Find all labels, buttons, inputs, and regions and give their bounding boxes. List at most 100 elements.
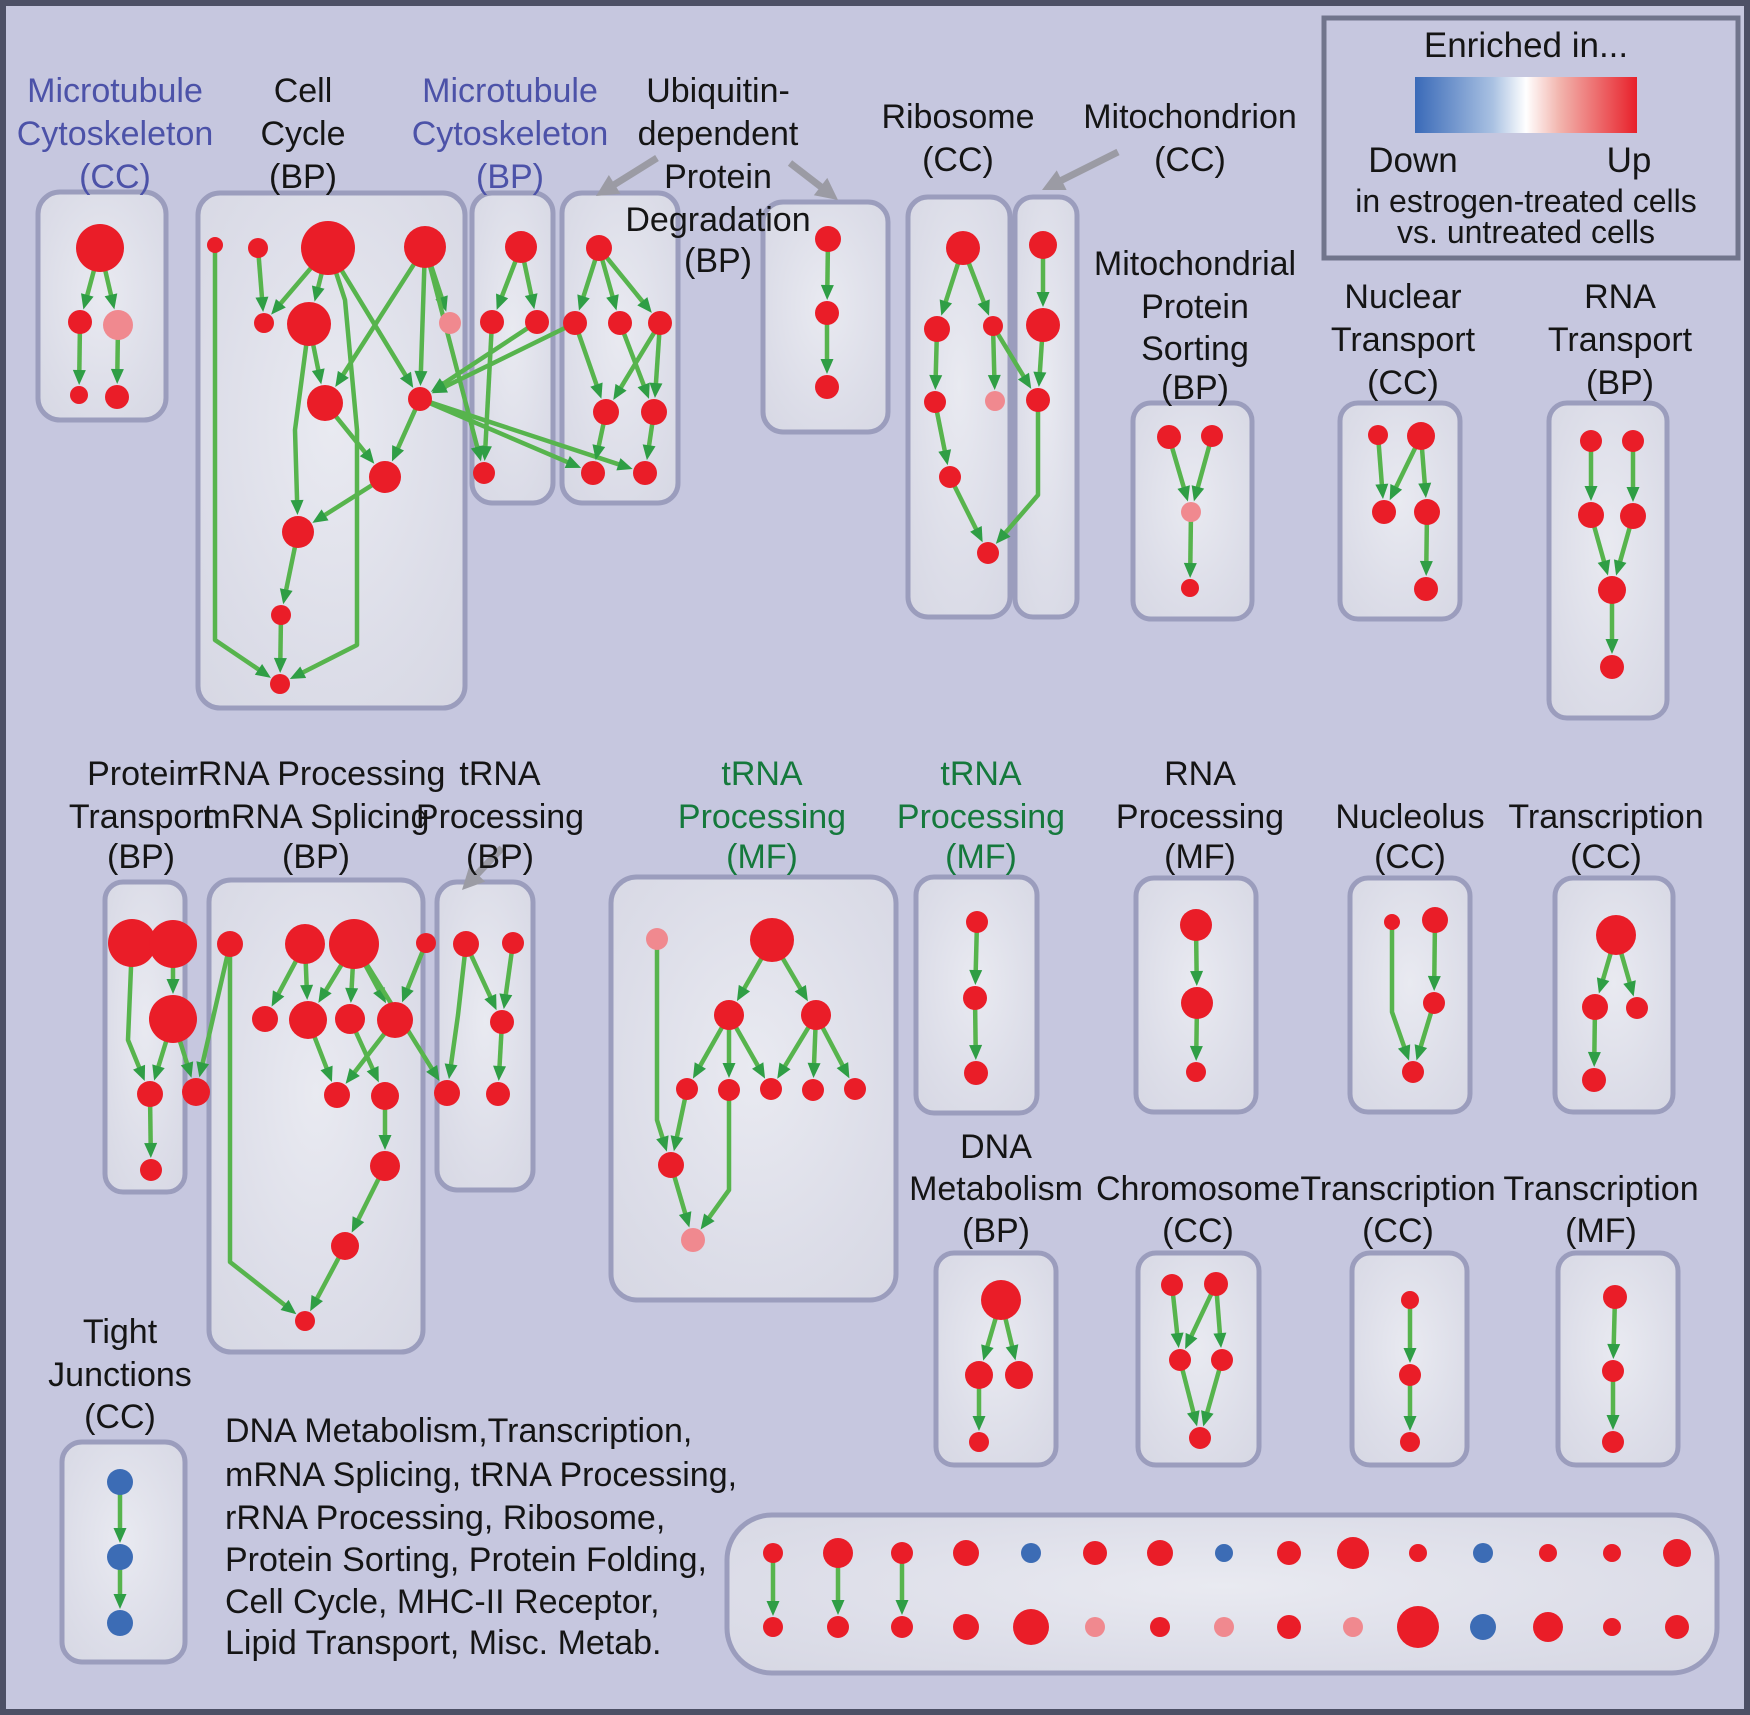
- edge: [1194, 445, 1212, 491]
- edge: [429, 400, 622, 468]
- go-term-node: [107, 1469, 133, 1495]
- edge: [1003, 1317, 1015, 1350]
- edge-arrowhead: [637, 382, 650, 399]
- group-box-tcc: [1552, 875, 1676, 1115]
- go-term-node: [1409, 1544, 1427, 1562]
- edge-arrowhead: [273, 657, 287, 674]
- edge: [984, 1317, 998, 1350]
- edge: [820, 1026, 846, 1069]
- bottom-summary-line: DNA Metabolism,Transcription,: [225, 1412, 692, 1450]
- edge-arrowhead: [977, 299, 990, 316]
- edge-arrowhead: [1186, 1410, 1200, 1427]
- group-label-rp: RNA: [1164, 755, 1236, 793]
- legend-gradient-bar: [1415, 77, 1637, 133]
- edge-arrowhead: [1375, 483, 1389, 500]
- edge-arrowhead: [478, 445, 492, 462]
- group-label-pt: (BP): [107, 838, 175, 876]
- legend-subtitle-1: in estrogen-treated cells: [1355, 183, 1697, 219]
- group-label-rr: rRNA Processing: [187, 755, 446, 793]
- edge-arrowhead: [1213, 1332, 1227, 1349]
- edge: [781, 1025, 811, 1070]
- edge-arrowhead: [1033, 371, 1047, 388]
- go-term-node: [105, 385, 129, 409]
- go-term-node: [801, 1000, 831, 1030]
- edge-arrowhead: [590, 382, 603, 399]
- go-term-node: [453, 931, 479, 957]
- group-label-rt: Transport: [1548, 321, 1693, 359]
- bottom-summary-line: mRNA Splicing, tRNA Processing,: [225, 1456, 737, 1494]
- group-label-nt: (CC): [1367, 364, 1439, 402]
- edge-arrowhead: [426, 1064, 440, 1082]
- go-term-node: [525, 310, 549, 334]
- go-term-node: [1161, 1274, 1183, 1296]
- edge-arrowhead: [113, 1528, 127, 1543]
- edge-arrowhead: [1403, 1348, 1417, 1363]
- go-term-node: [981, 1280, 1021, 1320]
- go-term-node: [1169, 1349, 1191, 1371]
- go-term-node: [985, 391, 1005, 411]
- edge-arrowhead: [1403, 1416, 1417, 1431]
- edge-arrowhead: [255, 296, 269, 313]
- go-term-node: [182, 1078, 210, 1106]
- group-label-pt: Protein: [87, 755, 195, 793]
- go-term-node: [434, 1080, 460, 1106]
- go-term-node: [1214, 1617, 1234, 1637]
- edge-arrowhead: [1606, 1415, 1620, 1430]
- edge-arrowhead: [1190, 970, 1204, 987]
- go-term-node: [370, 1151, 400, 1181]
- edge-arrowhead: [678, 1211, 692, 1228]
- group-box-tm: [608, 874, 899, 1303]
- go-term-node: [1620, 503, 1646, 529]
- go-term-node: [648, 311, 672, 335]
- go-term-node: [140, 1159, 162, 1181]
- edge-arrowhead: [1389, 483, 1403, 501]
- group-label-tc3: Transcription: [1300, 1170, 1495, 1208]
- group-label-rib: Ribosome: [881, 98, 1034, 136]
- group-label-ub: Ubiquitin-: [646, 72, 790, 110]
- go-term-node: [1602, 1360, 1624, 1382]
- label-pointer-line: [607, 155, 659, 191]
- edge: [468, 953, 494, 1001]
- edge-arrowhead: [1005, 1344, 1019, 1361]
- go-term-node: [1021, 1543, 1041, 1563]
- edge-arrowhead: [736, 984, 751, 1002]
- edge: [696, 1026, 725, 1070]
- go-term-node: [301, 221, 355, 275]
- edge: [283, 546, 298, 593]
- go-term-node: [815, 226, 841, 252]
- group-box-dm: [933, 1250, 1059, 1468]
- edge-arrowhead: [351, 1216, 365, 1233]
- legend-box: [1321, 15, 1741, 261]
- group-box-ncl: [1347, 875, 1473, 1115]
- label-pointer-arrowhead: [813, 177, 838, 200]
- edge: [617, 331, 657, 391]
- edge-arrowhead: [196, 1061, 210, 1078]
- edge: [498, 260, 518, 300]
- go-term-node: [1414, 577, 1438, 601]
- edge-arrowhead: [391, 445, 405, 462]
- go-term-node: [977, 542, 999, 564]
- edge-arrowhead: [1036, 292, 1050, 307]
- edge-arrowhead: [310, 1295, 323, 1312]
- edge-arrowhead: [1177, 485, 1190, 502]
- go-term-node: [505, 231, 537, 263]
- edge: [418, 266, 427, 375]
- edge-arrowhead: [152, 1064, 165, 1081]
- edge: [1617, 526, 1632, 565]
- go-term-node: [1186, 1062, 1206, 1082]
- go-term-node: [1201, 425, 1223, 447]
- edge-arrowhead: [670, 1135, 684, 1152]
- go-term-node: [1580, 430, 1602, 452]
- edge-arrowhead: [1607, 1343, 1621, 1360]
- legend-title: Enriched in...: [1424, 26, 1628, 65]
- group-label-nt: Nuclear: [1344, 278, 1461, 316]
- group-label-tc3: (CC): [1362, 1212, 1434, 1250]
- go-term-node: [1533, 1612, 1563, 1642]
- edge-arrowhead: [970, 525, 983, 543]
- group-label-rr: mRNA Splicing: [203, 798, 430, 836]
- edge-arrowhead: [444, 1063, 458, 1080]
- edge: [125, 965, 143, 1071]
- edge: [351, 1032, 387, 1076]
- go-term-node: [285, 924, 325, 964]
